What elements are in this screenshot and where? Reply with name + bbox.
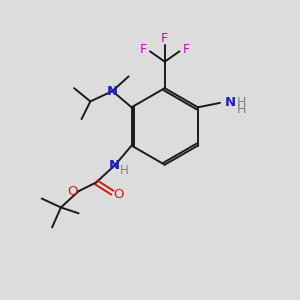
Text: F: F	[161, 32, 168, 46]
Text: H: H	[237, 103, 246, 116]
Text: N: N	[224, 96, 236, 109]
Text: H: H	[120, 164, 129, 176]
Text: N: N	[107, 85, 118, 98]
Text: O: O	[113, 188, 124, 201]
Text: O: O	[68, 185, 78, 198]
Text: H: H	[237, 96, 246, 109]
Text: N: N	[109, 159, 120, 172]
Text: F: F	[140, 44, 147, 56]
Text: F: F	[182, 44, 190, 56]
